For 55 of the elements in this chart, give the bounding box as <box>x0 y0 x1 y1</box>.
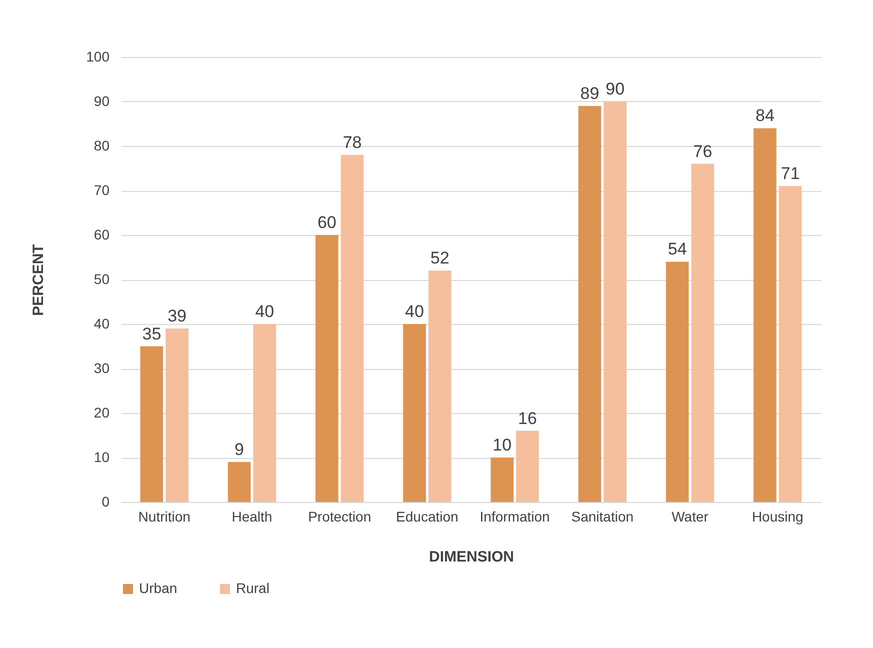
y-tick-label: 20 <box>94 404 110 420</box>
y-tick-label: 60 <box>94 226 110 242</box>
bar <box>253 324 276 502</box>
y-tick-label: 10 <box>94 449 110 465</box>
x-tick-label: Housing <box>752 508 804 524</box>
bar <box>754 128 776 502</box>
data-label: 76 <box>693 142 712 161</box>
data-label: 52 <box>430 248 450 268</box>
data-label: 39 <box>168 306 187 326</box>
data-label: 10 <box>492 436 512 454</box>
bar <box>604 102 627 502</box>
data-label: 35 <box>142 324 162 344</box>
data-label: 16 <box>518 408 537 428</box>
data-label: 40 <box>255 302 274 321</box>
bar <box>315 235 338 502</box>
data-label: 89 <box>580 84 600 103</box>
x-tick-label: Water <box>672 508 709 524</box>
bar <box>428 270 452 502</box>
data-label: 84 <box>755 106 774 126</box>
x-tick-label: Protection <box>308 508 372 524</box>
y-tick-label: 90 <box>94 93 110 109</box>
data-label: 54 <box>668 240 687 259</box>
bar <box>516 430 539 502</box>
bar <box>666 262 689 502</box>
data-label: 78 <box>342 132 362 152</box>
y-tick-label: 80 <box>94 138 110 154</box>
data-label: 60 <box>317 213 336 232</box>
y-tick-label: 100 <box>86 48 110 64</box>
x-tick-label: Nutrition <box>138 508 190 524</box>
legend-label: Rural <box>236 580 270 596</box>
y-tick-label: 30 <box>94 360 110 376</box>
y-tick-label: 0 <box>102 494 110 510</box>
x-axis-title: DIMENSION <box>428 548 514 566</box>
data-label: 40 <box>405 302 424 321</box>
y-tick-label: 50 <box>94 271 110 287</box>
x-tick-label: Health <box>232 508 272 524</box>
bar <box>778 186 802 502</box>
data-label: 9 <box>234 440 244 459</box>
legend-label: Urban <box>139 580 178 596</box>
bar <box>578 106 602 502</box>
y-tick-label: 40 <box>94 316 110 332</box>
bar <box>403 324 426 502</box>
x-tick-label: Education <box>396 508 458 524</box>
bar <box>140 346 164 502</box>
y-tick-label: 70 <box>94 182 110 198</box>
data-label: 71 <box>780 164 800 184</box>
data-label: 90 <box>606 80 625 98</box>
bar <box>691 164 714 502</box>
bar <box>228 462 251 502</box>
bar <box>166 328 188 502</box>
x-tick-label: Information <box>480 508 550 524</box>
bar <box>490 458 514 502</box>
bar <box>340 154 364 502</box>
x-tick-label: Sanitation <box>571 508 634 524</box>
y-axis-title: PERCENT <box>30 244 48 316</box>
